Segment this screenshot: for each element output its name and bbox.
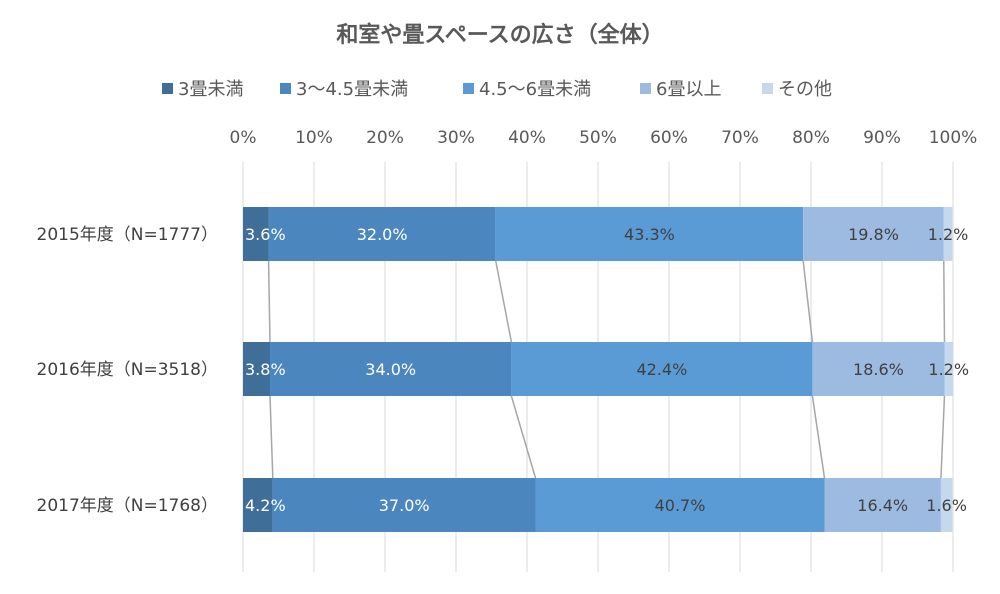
data-label-0-0: 3.6% (245, 225, 286, 244)
legend-swatch-1 (280, 83, 291, 94)
x-axis-ticks: 0% 10% 20% 30% 40% 50% 60% 70% 80% 90% 100% (230, 128, 978, 148)
x-tick-label-1: 10% (295, 128, 333, 148)
bar-2-0 (243, 478, 273, 532)
bar-0-2 (495, 207, 804, 261)
bar-2-3 (824, 478, 941, 532)
legend-swatch-4 (762, 83, 773, 94)
bar-0-4 (943, 207, 953, 261)
bar-1-4 (944, 342, 953, 396)
legend-label-3: 6畳以上 (656, 79, 721, 100)
x-tick-label-0: 0% (230, 128, 257, 148)
bar-1-1 (269, 342, 512, 396)
data-label-1-2: 42.4% (636, 360, 687, 379)
data-label-2-2: 40.7% (655, 496, 706, 515)
bars (243, 207, 953, 532)
data-labels: 3.6% 32.0% 43.3% 19.8% 1.2% 3.8% 34.0% 42.4% 18.… (245, 225, 969, 515)
legend-swatch-3 (640, 83, 651, 94)
data-label-2-4: 1.6% (926, 496, 967, 515)
legend-swatch-0 (162, 83, 173, 94)
category-label-1: 2016年度（N=3518） (37, 360, 219, 380)
data-label-0-4: 1.2% (928, 225, 969, 244)
data-label-1-4: 1.2% (928, 360, 969, 379)
x-tick-label-3: 30% (437, 128, 475, 148)
data-label-2-1: 37.0% (379, 496, 430, 515)
category-label-2: 2017年度（N=1768） (37, 496, 219, 516)
category-labels: 2015年度（N=1777） 2016年度（N=3518） 2017年度（N=176… (37, 225, 219, 516)
x-tick-label-2: 20% (366, 128, 404, 148)
series-line-3-0 (802, 260, 814, 343)
bar-1-2 (511, 342, 813, 396)
data-label-2-3: 16.4% (857, 496, 908, 515)
series-line-4-1 (940, 395, 946, 479)
legend-label-2: 4.5～6畳未満 (479, 79, 591, 100)
x-tick-label-4: 40% (508, 128, 546, 148)
legend-swatch-2 (463, 83, 474, 94)
legend-label-4: その他 (778, 79, 832, 100)
legend-label-0: 3畳未満 (178, 79, 243, 100)
data-label-0-3: 19.8% (848, 225, 899, 244)
data-label-1-3: 18.6% (853, 360, 904, 379)
chart-title: 和室や畳スペースの広さ（全体） (336, 22, 663, 48)
data-label-2-0: 4.2% (245, 496, 286, 515)
bar-2-1 (272, 478, 536, 532)
series-line-4-0 (943, 260, 946, 343)
series-line-1-0 (267, 260, 271, 343)
data-label-1-1: 34.0% (365, 360, 416, 379)
x-tick-label-8: 80% (792, 128, 830, 148)
x-tick-label-7: 70% (721, 128, 759, 148)
data-label-0-2: 43.3% (624, 225, 675, 244)
legend-label-1: 3～4.5畳未満 (296, 79, 408, 100)
category-label-0: 2015年度（N=1777） (37, 225, 219, 245)
series-line-1-1 (269, 395, 274, 479)
series-line-2-1 (510, 395, 537, 479)
data-label-1-0: 3.8% (245, 360, 286, 379)
bar-0-3 (803, 207, 944, 261)
series-line-3-1 (811, 395, 826, 479)
bar-1-3 (812, 342, 945, 396)
bar-2-4 (940, 478, 953, 532)
bar-1-0 (243, 342, 270, 396)
x-tick-label-6: 60% (650, 128, 688, 148)
legend: 3畳未満 3～4.5畳未満 4.5～6畳未満 6畳以上 その他 (162, 79, 832, 100)
series-line-2-0 (495, 260, 513, 343)
series-lines (267, 260, 946, 479)
x-tick-label-9: 90% (863, 128, 901, 148)
bar-2-2 (535, 478, 825, 532)
bar-0-1 (268, 207, 496, 261)
x-tick-label-5: 50% (579, 128, 617, 148)
bar-0-0 (243, 207, 269, 261)
x-tick-label-10: 100% (929, 128, 978, 148)
data-label-0-1: 32.0% (357, 225, 408, 244)
